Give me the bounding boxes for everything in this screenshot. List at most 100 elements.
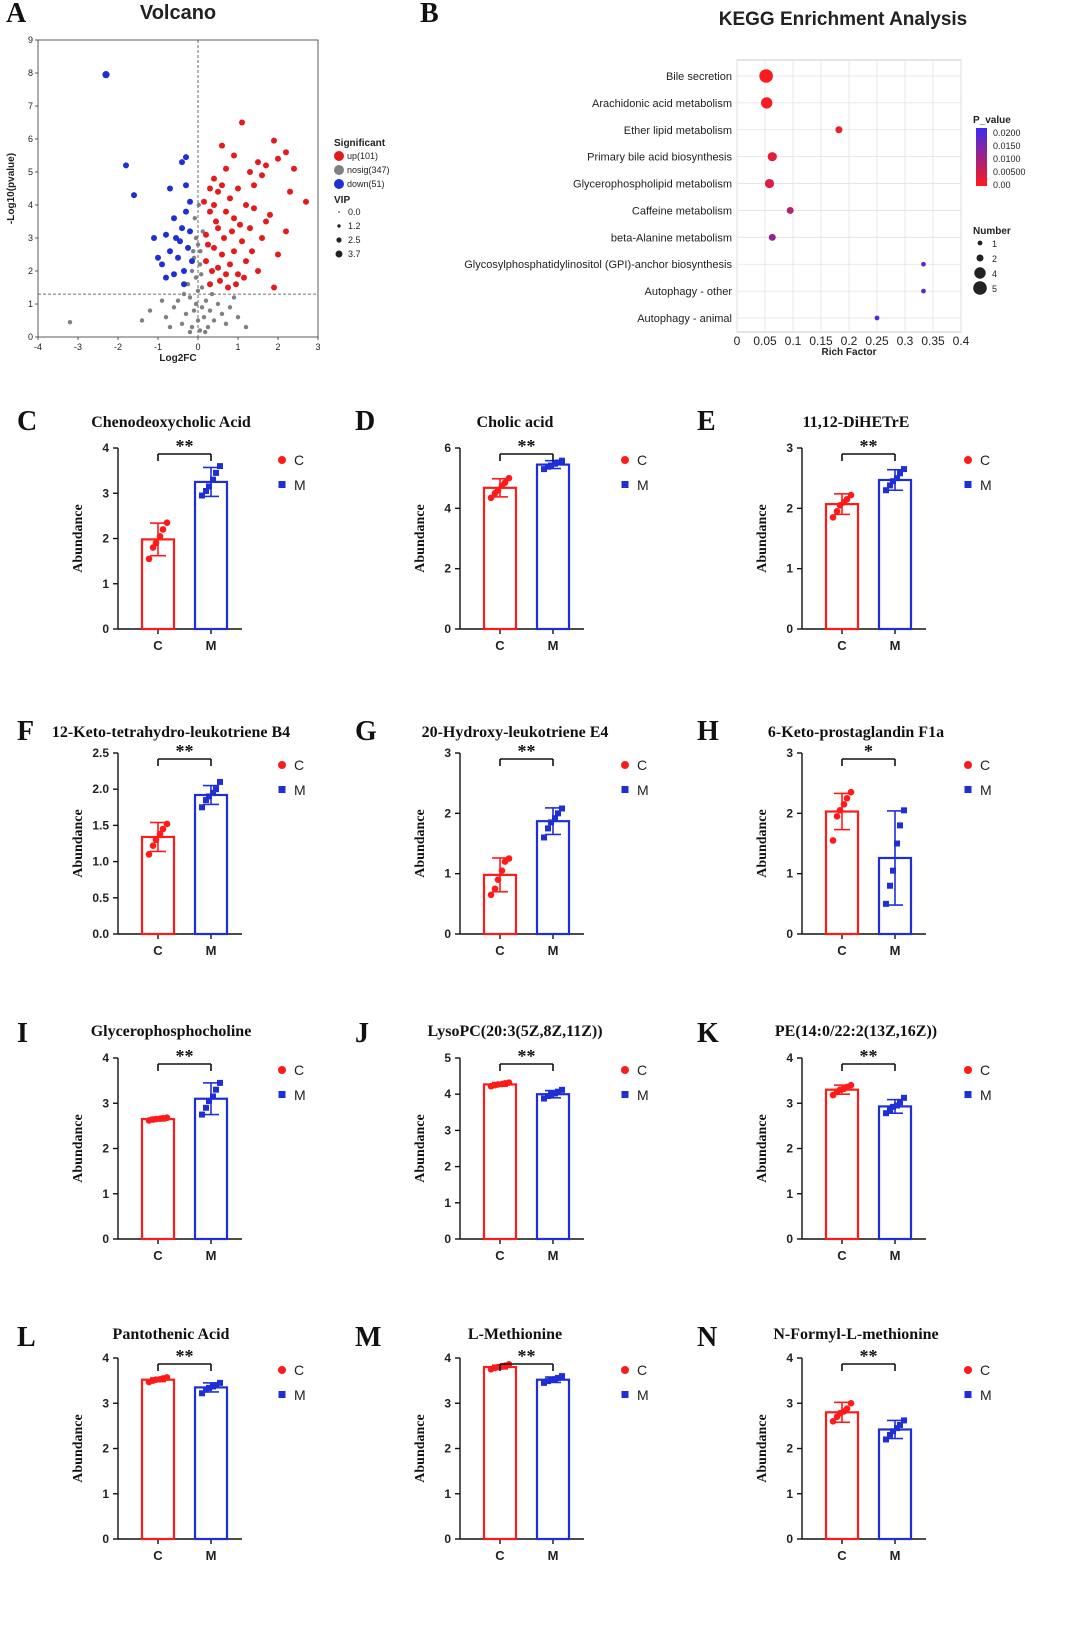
volcano-point-down (131, 192, 137, 199)
data-point-m (552, 815, 558, 822)
volcano-y-tick-label: 2 (28, 266, 33, 276)
data-point-m (897, 470, 903, 477)
legend-label-m: M (980, 1087, 992, 1103)
data-point-c (829, 514, 837, 521)
data-point-m (541, 466, 547, 473)
kegg-x-tick-label: 0 (734, 334, 741, 348)
data-point-m (883, 900, 889, 907)
volcano-point-nosig (195, 242, 201, 247)
volcano-point-up (283, 149, 289, 156)
data-point-c (505, 474, 513, 482)
volcano-point-nosig (193, 235, 199, 241)
volcano-point-nosig (243, 324, 249, 330)
volcano-point-down (167, 185, 173, 192)
volcano-y-axis-title: -Log10(pvalue) (6, 153, 17, 224)
bar-y-tick-label: 4 (444, 1087, 451, 1101)
bar-y-tick-label: 6 (444, 441, 451, 455)
volcano-frame (37, 39, 319, 338)
bar-category-label: M (890, 943, 901, 958)
volcano-point-down (159, 261, 165, 268)
kegg-category-label: Bile secretion (666, 71, 732, 83)
volcano-point-nosig (192, 216, 197, 221)
bar-chart-title: Chenodeoxycholic Acid (91, 414, 251, 431)
bar-chart-title: 20-Hydroxy-leukotriene E4 (422, 724, 609, 741)
kegg-bubble (759, 69, 773, 83)
bar-y-tick-label: 0 (444, 1532, 451, 1546)
panel-label-f: F (17, 716, 34, 747)
volcano-point-up (259, 235, 265, 241)
legend-marker-m (278, 786, 286, 793)
data-point-m (199, 1111, 205, 1118)
sig-stars: ** (860, 1346, 878, 1366)
data-point-m (548, 1376, 554, 1383)
panel-label-a: A (6, 0, 27, 29)
volcano-point-up (207, 281, 213, 288)
volcano-point-up (291, 165, 297, 172)
legend-marker-m (621, 481, 629, 488)
bar-y-tick-label: 3 (786, 441, 793, 455)
data-point-c (487, 494, 495, 502)
bar-y-tick-label: 4 (786, 1051, 793, 1065)
kegg-size-label: 5 (992, 284, 997, 294)
data-point-m (901, 1094, 907, 1101)
volcano-point-down (171, 215, 177, 222)
volcano-x-tick-label: 0 (195, 342, 200, 352)
volcano-point-nosig (171, 305, 177, 310)
bar-y-axis-title: Abundance (413, 809, 428, 877)
legend-marker-m (278, 1091, 286, 1098)
volcano-point-up (211, 202, 217, 208)
kegg-category-label: Primary bile acid biosynthesis (587, 152, 732, 164)
kegg-x-tick-label: 0.1 (785, 334, 802, 348)
bar-c (140, 1117, 176, 1241)
panel-label-m: M (355, 1322, 381, 1353)
legend-label-c: C (294, 757, 304, 773)
volcano-point-nosig (215, 301, 221, 307)
bar-category-label: M (548, 1548, 559, 1563)
volcano-vip-marker (338, 211, 340, 213)
data-point-m (541, 1095, 547, 1102)
bar-m (193, 480, 229, 631)
volcano-vip-marker (337, 224, 341, 228)
data-point-m (545, 825, 551, 832)
volcano-point-nosig (139, 318, 145, 323)
bar-m (877, 478, 913, 631)
data-point-m (894, 840, 900, 847)
bar-m (535, 463, 571, 631)
volcano-x-tick-label: 1 (235, 342, 240, 352)
volcano-y-tick-label: 7 (28, 101, 33, 111)
data-point-c (152, 539, 160, 547)
volcano-point-up (211, 244, 217, 251)
volcano-point-up (205, 241, 211, 248)
volcano-point-down (173, 235, 179, 241)
bar-y-tick-label: 1 (102, 577, 109, 591)
kegg-x-tick-label: 0.3 (897, 334, 914, 348)
bar-m (193, 1097, 229, 1241)
panel-label-l: L (17, 1322, 36, 1353)
bar-chart-title: 6-Keto-prostaglandin F1a (768, 724, 944, 741)
volcano-point-nosig (231, 295, 237, 300)
kegg-bubble (921, 261, 926, 267)
legend-marker-m (278, 481, 286, 488)
bar-c (482, 1365, 518, 1541)
legend-marker-c (964, 1066, 972, 1074)
bar-y-axis-title: Abundance (71, 809, 86, 877)
data-point-m (887, 482, 893, 489)
kegg-category-label: Glycerophospholipid metabolism (573, 179, 732, 191)
kegg-category-label: Glycosylphosphatidylinositol (GPI)-ancho… (464, 259, 732, 271)
data-point-m (894, 475, 900, 482)
bar-c (824, 1411, 860, 1541)
bar-y-tick-label: 3 (102, 486, 109, 500)
data-point-c (836, 807, 844, 814)
bar-category-label: M (548, 638, 559, 653)
volcano-point-nosig (175, 298, 181, 303)
panel-label-b: B (420, 0, 439, 29)
legend-label-c: C (980, 1362, 990, 1378)
legend-label-m: M (294, 1087, 306, 1103)
sig-stars: ** (860, 1046, 878, 1066)
bar-y-tick-label: 1 (786, 1187, 793, 1201)
data-point-m (897, 1421, 903, 1428)
sig-stars: ** (860, 436, 878, 456)
